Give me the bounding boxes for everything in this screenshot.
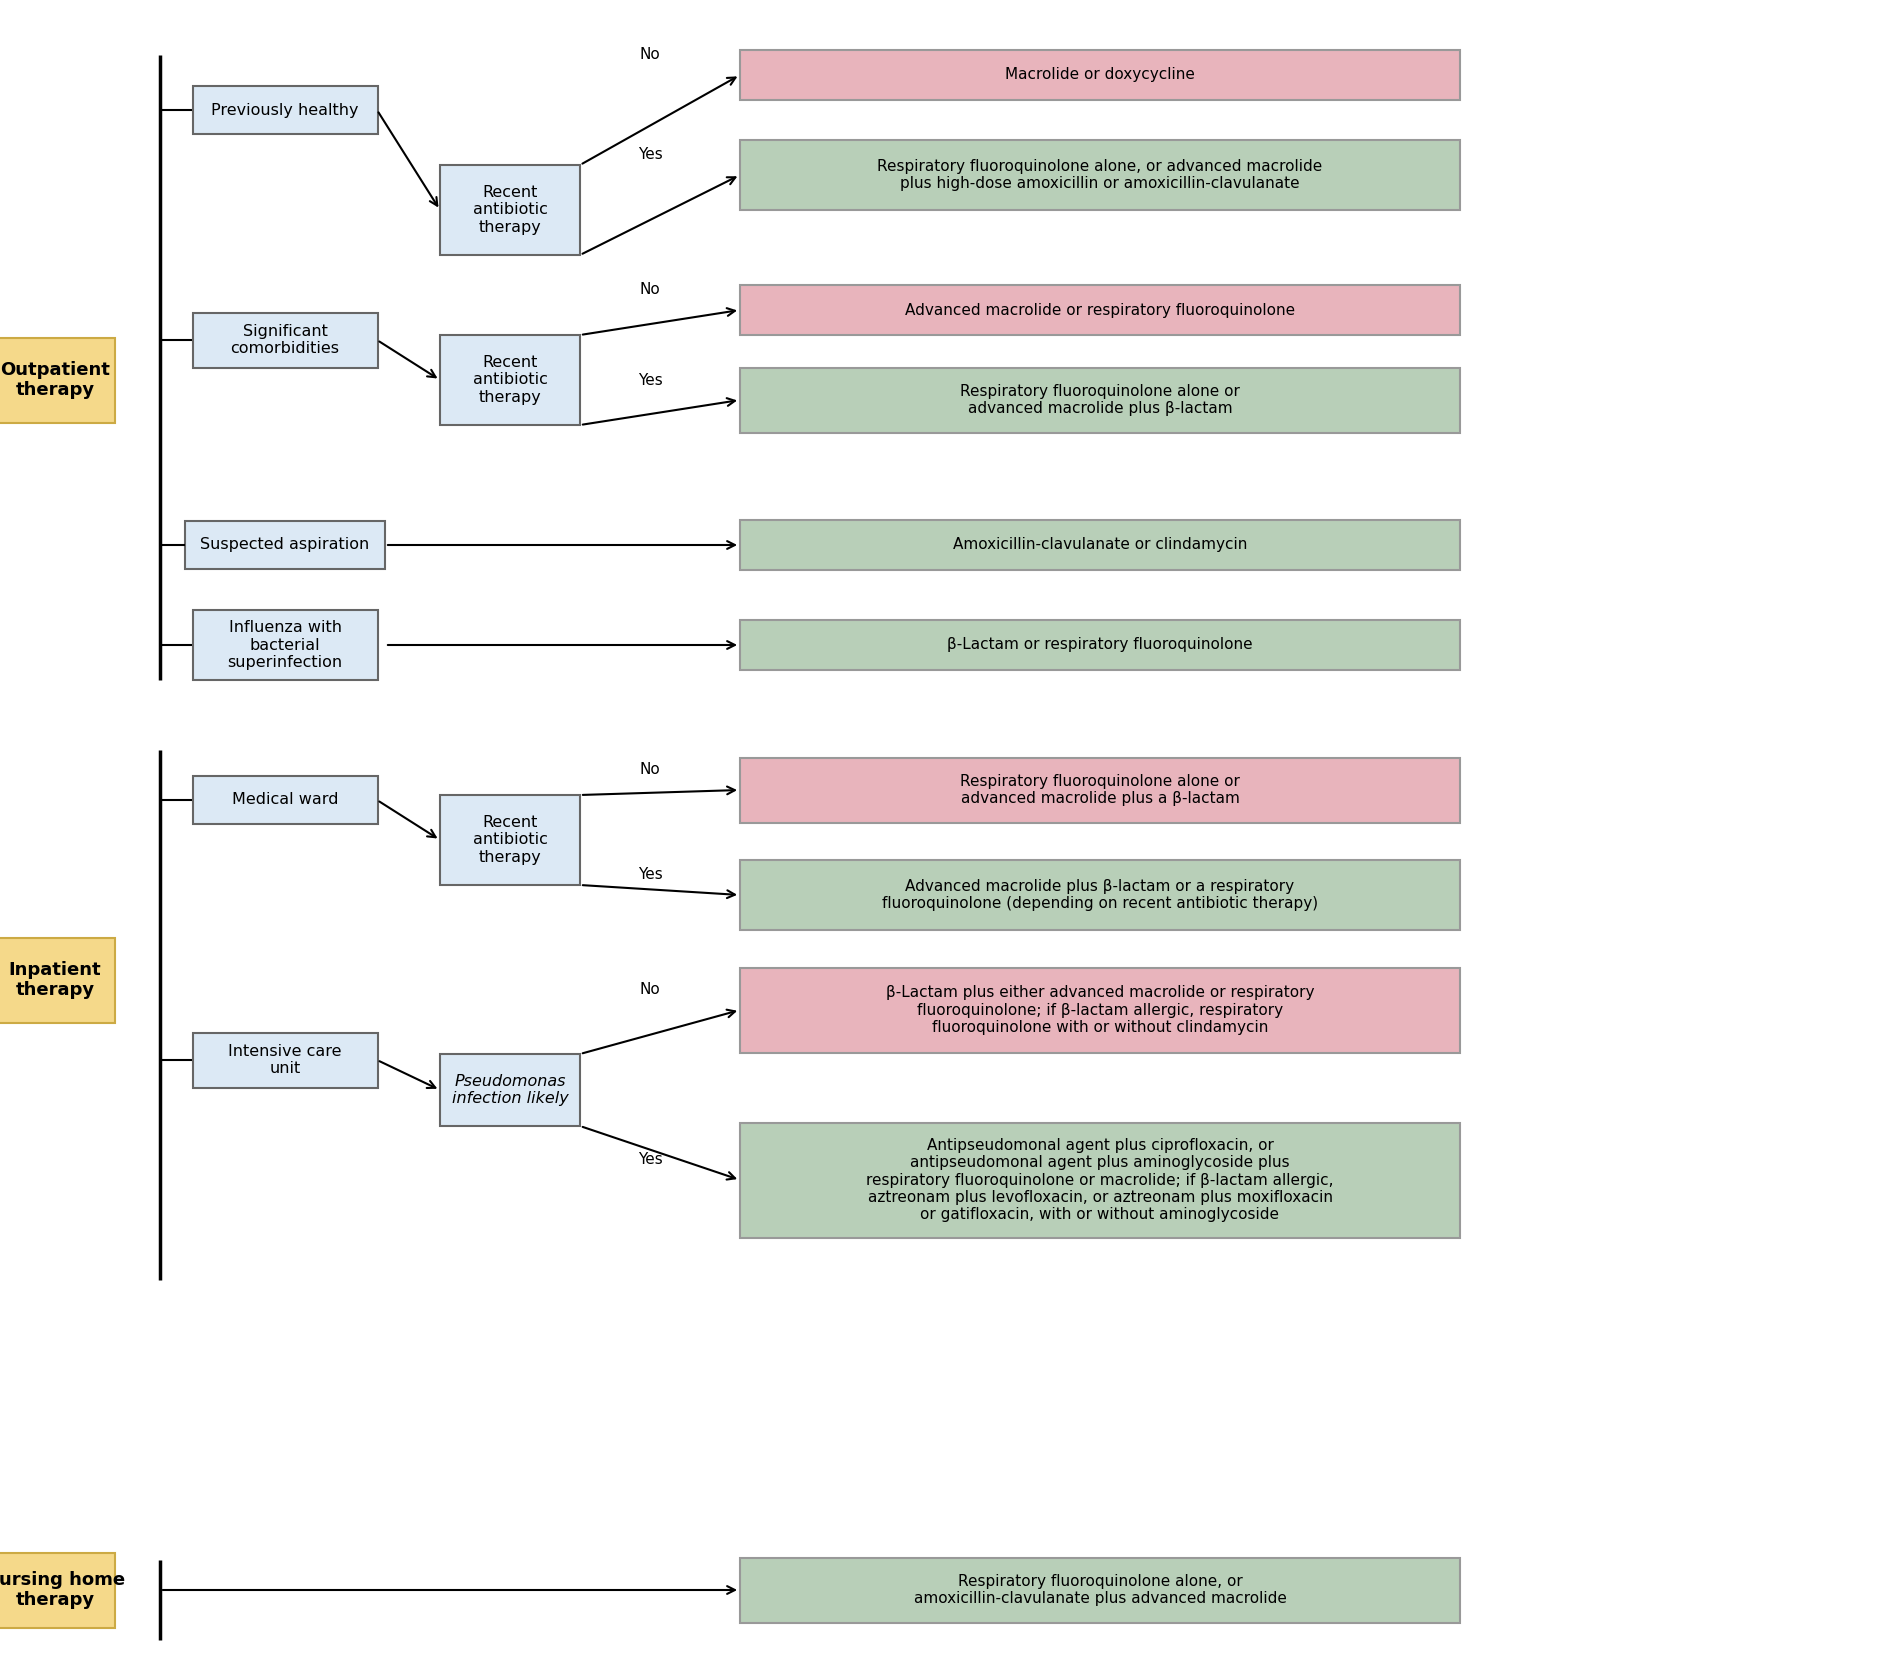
Text: Nursing home
therapy: Nursing home therapy: [0, 1571, 126, 1609]
FancyBboxPatch shape: [741, 367, 1461, 432]
FancyBboxPatch shape: [741, 758, 1461, 823]
Text: β-Lactam or respiratory fluoroquinolone: β-Lactam or respiratory fluoroquinolone: [946, 637, 1254, 652]
FancyBboxPatch shape: [741, 520, 1461, 569]
FancyBboxPatch shape: [0, 338, 115, 422]
FancyBboxPatch shape: [192, 776, 377, 824]
Text: Advanced macrolide plus β-lactam or a respiratory
fluoroquinolone (depending on : Advanced macrolide plus β-lactam or a re…: [882, 879, 1318, 912]
FancyBboxPatch shape: [439, 334, 581, 425]
Text: Yes: Yes: [637, 147, 662, 162]
Text: Outpatient
therapy: Outpatient therapy: [0, 361, 109, 399]
Text: Respiratory fluoroquinolone alone, or advanced macrolide
plus high-dose amoxicil: Respiratory fluoroquinolone alone, or ad…: [877, 159, 1323, 192]
Text: Respiratory fluoroquinolone alone or
advanced macrolide plus β-lactam: Respiratory fluoroquinolone alone or adv…: [959, 384, 1240, 415]
Text: Advanced macrolide or respiratory fluoroquinolone: Advanced macrolide or respiratory fluoro…: [905, 303, 1295, 318]
Text: Medical ward: Medical ward: [232, 793, 337, 808]
Text: Respiratory fluoroquinolone alone or
advanced macrolide plus a β-lactam: Respiratory fluoroquinolone alone or adv…: [959, 775, 1240, 806]
Text: Suspected aspiration: Suspected aspiration: [200, 538, 369, 553]
Text: Macrolide or doxycycline: Macrolide or doxycycline: [1005, 68, 1195, 83]
Text: Significant
comorbidities: Significant comorbidities: [230, 324, 339, 356]
Text: Recent
antibiotic
therapy: Recent antibiotic therapy: [473, 356, 547, 405]
FancyBboxPatch shape: [0, 937, 115, 1023]
FancyBboxPatch shape: [192, 1033, 377, 1087]
Text: Intensive care
unit: Intensive care unit: [228, 1044, 341, 1076]
Text: Yes: Yes: [637, 867, 662, 882]
FancyBboxPatch shape: [741, 50, 1461, 99]
Text: Yes: Yes: [637, 372, 662, 387]
FancyBboxPatch shape: [741, 968, 1461, 1053]
FancyBboxPatch shape: [0, 1552, 115, 1627]
FancyBboxPatch shape: [741, 1122, 1461, 1238]
FancyBboxPatch shape: [741, 285, 1461, 334]
Text: Pseudomonas
infection likely: Pseudomonas infection likely: [452, 1074, 569, 1106]
Text: Respiratory fluoroquinolone alone, or
amoxicillin-clavulanate plus advanced macr: Respiratory fluoroquinolone alone, or am…: [914, 1574, 1286, 1607]
FancyBboxPatch shape: [741, 861, 1461, 930]
FancyBboxPatch shape: [439, 166, 581, 255]
Text: No: No: [639, 981, 660, 996]
FancyBboxPatch shape: [741, 141, 1461, 210]
Text: Amoxicillin-clavulanate or clindamycin: Amoxicillin-clavulanate or clindamycin: [952, 538, 1248, 553]
Text: Recent
antibiotic
therapy: Recent antibiotic therapy: [473, 816, 547, 866]
Text: β-Lactam plus either advanced macrolide or respiratory
fluoroquinolone; if β-lac: β-Lactam plus either advanced macrolide …: [886, 985, 1314, 1034]
FancyBboxPatch shape: [439, 1054, 581, 1125]
Text: Previously healthy: Previously healthy: [211, 103, 358, 118]
Text: Influenza with
bacterial
superinfection: Influenza with bacterial superinfection: [228, 621, 343, 670]
FancyBboxPatch shape: [741, 621, 1461, 670]
Text: No: No: [639, 46, 660, 61]
Text: No: No: [639, 281, 660, 296]
Text: No: No: [639, 761, 660, 776]
FancyBboxPatch shape: [192, 313, 377, 367]
FancyBboxPatch shape: [439, 794, 581, 885]
Text: Recent
antibiotic
therapy: Recent antibiotic therapy: [473, 185, 547, 235]
Text: Inpatient
therapy: Inpatient therapy: [9, 960, 102, 1000]
FancyBboxPatch shape: [741, 1557, 1461, 1622]
FancyBboxPatch shape: [185, 521, 385, 569]
FancyBboxPatch shape: [192, 86, 377, 134]
Text: Antipseudomonal agent plus ciprofloxacin, or
antipseudomonal agent plus aminogly: Antipseudomonal agent plus ciprofloxacin…: [867, 1137, 1335, 1223]
FancyBboxPatch shape: [192, 611, 377, 680]
Text: Yes: Yes: [637, 1152, 662, 1167]
